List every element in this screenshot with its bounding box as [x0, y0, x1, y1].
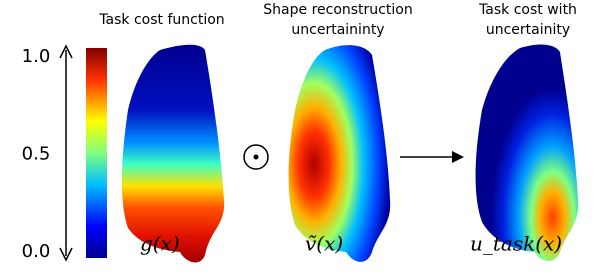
- shape-combined: [476, 45, 579, 262]
- tick-label: 0.5: [22, 144, 51, 165]
- panel-title: Task cost with: [478, 2, 577, 18]
- arrow-head: [452, 151, 464, 163]
- panel-title: uncertainity: [486, 22, 570, 38]
- shape-task-cost: [122, 45, 224, 263]
- math-label: ṽ(x): [305, 232, 343, 256]
- math-label: u_task(x): [470, 232, 562, 256]
- figure: Task cost function Shape reconstruction un…: [0, 0, 606, 274]
- tick-label: 1.0: [22, 46, 51, 67]
- colorbar: [86, 48, 107, 258]
- odot-dot: [254, 155, 259, 160]
- tick-label: 0.0: [22, 241, 51, 262]
- panel-title: uncertaininty: [291, 22, 384, 38]
- math-label: g(x): [140, 232, 180, 256]
- colorbar-ticks: 1.0 0.5 0.0: [22, 46, 51, 262]
- shape-uncertainty: [289, 45, 391, 262]
- titles: Task cost function Shape reconstruction un…: [98, 2, 577, 38]
- panel-title: Shape reconstruction: [263, 2, 412, 18]
- panel-title: Task cost function: [98, 12, 224, 28]
